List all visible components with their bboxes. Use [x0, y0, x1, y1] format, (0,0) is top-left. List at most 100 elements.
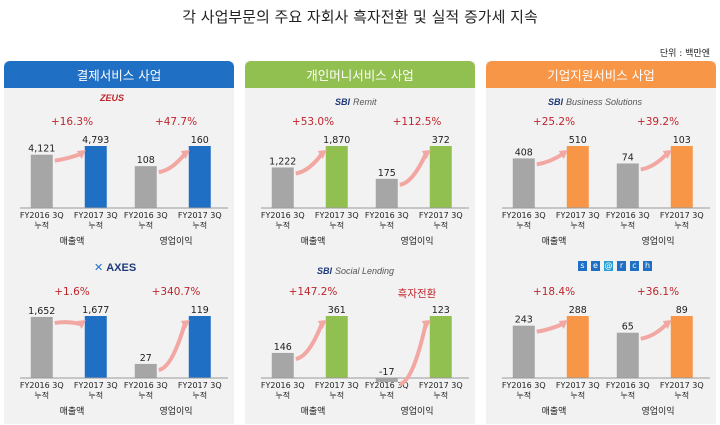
axes-logo-mark: AXES: [106, 261, 137, 274]
category-label: 누적: [138, 390, 153, 400]
sbi-business-solutions-logo-mark: SBI: [548, 97, 564, 107]
growth-arrow-head: [317, 150, 327, 159]
growth-label: +25.2%: [532, 116, 576, 128]
category-label: FY2017 3Q: [556, 211, 600, 220]
category-label: 누적: [570, 220, 585, 230]
metric-label: 매출액: [59, 407, 85, 417]
data-label: 1,222: [269, 156, 296, 167]
bar-fy2017: [325, 146, 348, 208]
sbi-remit-logo-mark: SBI: [335, 97, 351, 107]
chart-5: +53.0% 1,222 FY2016 3Q 누적 1,870 FY2017 3Q 누적 매출…: [259, 112, 367, 247]
panel-header-payment: 결제서비스 사업: [4, 61, 234, 88]
unit-label: 단위 : 백만엔: [659, 49, 710, 59]
chart-3: +1.6% 1,652 FY2016 3Q 누적 1,677 FY2017 3Q 누적 매출액: [18, 282, 126, 417]
category-label: FY2016 3Q: [124, 381, 168, 390]
bar-fy2016: [375, 178, 398, 208]
sbi-business-solutions-logo: SBI Business Solutions: [548, 97, 642, 107]
data-label: 65: [622, 322, 634, 333]
data-label: 361: [328, 305, 346, 316]
bar-fy2017: [566, 146, 589, 208]
metric-label: 영업이익: [159, 407, 193, 417]
category-label: 누적: [516, 220, 531, 230]
category-label: FY2017 3Q: [178, 211, 222, 220]
bar-fy2016: [512, 325, 535, 378]
category-label: FY2016 3Q: [502, 211, 546, 220]
category-label: 누적: [192, 220, 207, 230]
data-label: 103: [673, 135, 691, 146]
growth-arrow: [158, 323, 187, 372]
data-label: 146: [274, 342, 292, 353]
bar-fy2017: [670, 146, 693, 208]
category-label: FY2017 3Q: [660, 211, 704, 220]
axes-logo: ✕ AXES: [94, 261, 136, 274]
category-label: FY2016 3Q: [261, 381, 305, 390]
growth-arrow-head: [317, 320, 327, 329]
metric-label: 매출액: [541, 407, 567, 417]
growth-arrow-head: [662, 150, 672, 159]
bar-fy2016: [375, 378, 398, 382]
data-label: 123: [432, 305, 450, 316]
growth-label: +340.7%: [151, 286, 201, 298]
metric-label: 영업이익: [159, 237, 193, 247]
growth-label: +16.3%: [50, 116, 94, 128]
page-title: 각 사업부문의 주요 자회사 흑자전환 및 실적 증가세 지속: [182, 8, 538, 26]
bar-fy2017: [670, 316, 693, 378]
growth-arrow: [536, 152, 564, 167]
bar-fy2016: [271, 167, 294, 208]
category-label: 누적: [674, 390, 689, 400]
growth-arrow: [640, 152, 669, 172]
growth-arrow: [54, 152, 82, 163]
chart-7: +147.2% 146 FY2016 3Q 누적 361 FY2017 3Q 누적 매출액: [259, 282, 367, 417]
bar-fy2016: [271, 352, 294, 378]
metric-label: 매출액: [59, 237, 85, 247]
category-label: FY2017 3Q: [315, 211, 359, 220]
chart-10: +39.2% 74 FY2016 3Q 누적 103 FY2017 3Q 누적 영업이익: [604, 112, 712, 247]
category-label: 누적: [620, 220, 635, 230]
category-label: FY2016 3Q: [261, 211, 305, 220]
growth-arrow: [295, 323, 324, 361]
growth-label: +112.5%: [392, 116, 442, 128]
bar-fy2016: [616, 332, 639, 378]
sbi-social-lending-logo: SBI Social Lending: [317, 266, 394, 276]
search-logo-letter-at: @: [604, 261, 613, 271]
bar-fy2017: [84, 146, 107, 208]
sbi-remit-logo-sub: Remit: [353, 97, 377, 107]
bar-fy2016: [134, 363, 157, 378]
metric-label: 영업이익: [400, 407, 434, 417]
category-label: FY2016 3Q: [606, 211, 650, 220]
growth-arrow-head: [558, 150, 568, 159]
metric-label: 매출액: [541, 237, 567, 247]
category-label: 누적: [88, 390, 103, 400]
category-label: 누적: [516, 390, 531, 400]
category-label: 누적: [329, 220, 344, 230]
category-label: 누적: [192, 390, 207, 400]
category-label: FY2016 3Q: [502, 381, 546, 390]
data-label: 160: [191, 135, 209, 146]
growth-arrow: [295, 152, 324, 176]
sbi-business-solutions-logo-sub: Business Solutions: [566, 97, 643, 107]
bar-fy2016: [30, 154, 53, 208]
category-label: FY2017 3Q: [660, 381, 704, 390]
bar-fy2016: [512, 158, 535, 208]
chart-11: +18.4% 243 FY2016 3Q 누적 288 FY2017 3Q 누적 매출액: [500, 282, 608, 417]
metric-label: 영업이익: [400, 237, 434, 247]
growth-label: 흑자전환: [397, 288, 437, 300]
category-label: 누적: [379, 220, 394, 230]
bar-fy2017: [429, 316, 452, 378]
bar-fy2016: [134, 166, 157, 208]
zeus-logo: ZEUS: [100, 93, 124, 103]
data-label: 510: [569, 135, 587, 146]
category-label: FY2017 3Q: [419, 211, 463, 220]
metric-label: 매출액: [300, 237, 326, 247]
category-label: 누적: [88, 220, 103, 230]
category-label: FY2016 3Q: [124, 211, 168, 220]
category-label: FY2017 3Q: [178, 381, 222, 390]
sbi-remit-logo: SBI Remit: [335, 97, 377, 107]
